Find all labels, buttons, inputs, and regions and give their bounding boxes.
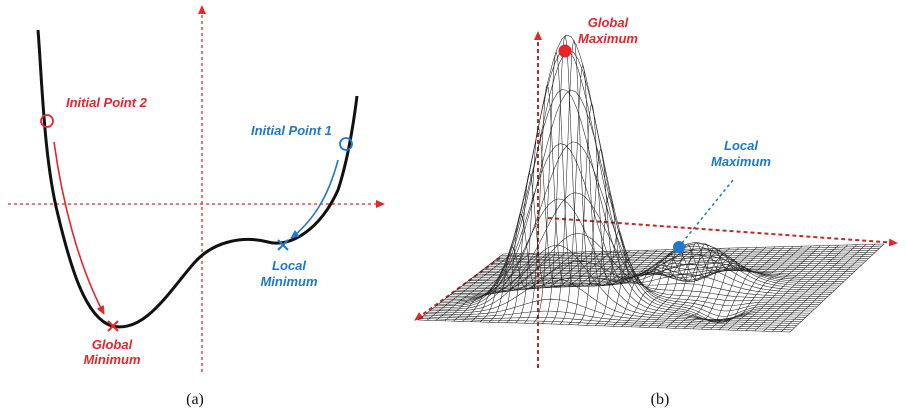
- mesh-line: [515, 126, 603, 324]
- local-maximum-marker: [673, 241, 685, 253]
- global-minimum-label-line2: Minimum: [83, 352, 140, 367]
- initial-point-2-label: Initial Point 2: [66, 95, 148, 110]
- mesh-line: [789, 243, 885, 333]
- initial-point-1-marker: [339, 137, 353, 151]
- initial-point-1-label: Initial Point 1: [251, 123, 332, 138]
- mesh-line: [754, 244, 848, 332]
- mesh-line: [500, 245, 882, 256]
- global-maximum-marker: [558, 44, 572, 58]
- panel-b: Global Maximum Local Maximum (b): [414, 15, 898, 408]
- local-minimum-x-icon: [277, 239, 289, 251]
- mesh-line: [780, 244, 876, 332]
- surface-wireframe-mesh: [417, 34, 885, 333]
- mesh-line: [745, 245, 839, 331]
- local-maximum-label-line2: Maximum: [711, 154, 771, 169]
- panel-b-caption: (b): [651, 391, 670, 408]
- mesh-line: [502, 243, 885, 255]
- mesh-line: [496, 250, 878, 259]
- mesh-line: [490, 256, 871, 264]
- mesh-line: [772, 244, 867, 332]
- initial-point-2-marker: [40, 114, 54, 128]
- mesh-line: [727, 245, 821, 331]
- mesh-line: [763, 244, 857, 332]
- local-maximum-label-line1: Local: [724, 138, 758, 153]
- mesh-line: [736, 245, 830, 331]
- global-minimum-x-icon: [107, 320, 119, 332]
- mesh-line: [498, 247, 880, 258]
- global-minimum-label-line1: Global: [92, 337, 133, 352]
- loss-curve: [36, 29, 359, 329]
- global-maximum-label-line1: Global: [588, 15, 629, 30]
- mesh-line: [494, 252, 876, 261]
- descent-arrow-red: [53, 141, 105, 315]
- panel-a: Initial Point 2 Global Minimum Initial P…: [8, 5, 385, 408]
- local-minimum-label-line2: Minimum: [260, 274, 317, 289]
- local-maximum-leader-line: [681, 179, 734, 244]
- mesh-line: [492, 254, 873, 263]
- local-minimum-label-line1: Local: [272, 258, 306, 273]
- descent-arrow-blue: [290, 159, 339, 239]
- panel-b-y-axis: [547, 217, 898, 247]
- global-maximum-label-line2: Maximum: [578, 31, 638, 46]
- panel-a-caption: (a): [186, 391, 204, 408]
- mesh-line: [568, 102, 658, 325]
- mesh-line: [442, 50, 817, 317]
- mesh-line: [550, 39, 640, 325]
